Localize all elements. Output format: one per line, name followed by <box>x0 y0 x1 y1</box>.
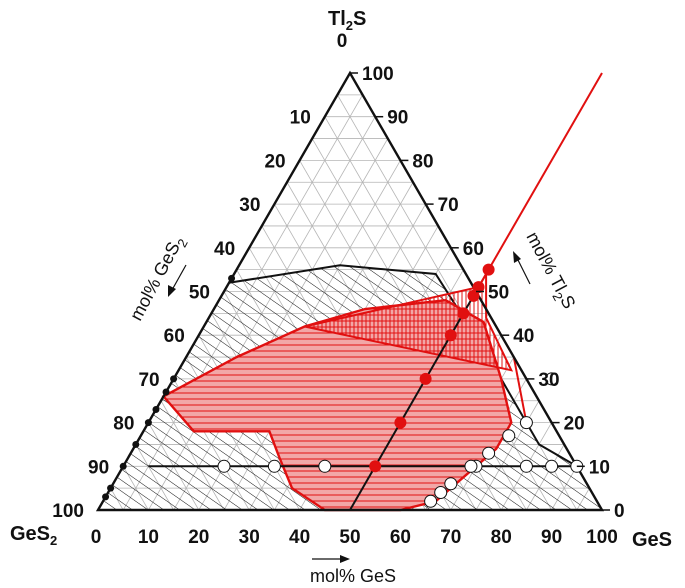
left-tick-90: 90 <box>88 457 109 478</box>
open-point-10 <box>482 446 496 460</box>
open-point-11 <box>464 459 478 473</box>
open-point-14 <box>424 494 438 508</box>
right-tick-20: 20 <box>564 414 585 435</box>
right-tick-100: 100 <box>362 64 394 85</box>
bottom-tick-50: 50 <box>339 527 360 548</box>
tie-line <box>512 356 528 423</box>
black-point-2 <box>162 388 170 396</box>
right-axis-title: mol% Tl2S <box>519 228 580 313</box>
left-tick-40: 40 <box>214 239 235 260</box>
black-point-8 <box>102 493 110 501</box>
open-point-1 <box>267 459 281 473</box>
bottom-tick-10: 10 <box>138 527 159 548</box>
red-point-5 <box>419 372 432 385</box>
open-point-8 <box>519 416 533 430</box>
open-point-4 <box>519 459 533 473</box>
black-point-0 <box>228 274 236 282</box>
open-point-2 <box>318 459 332 473</box>
red-point-4 <box>444 329 457 342</box>
open-point-13 <box>434 486 448 500</box>
data-points <box>102 263 584 508</box>
black-point-3 <box>152 405 160 413</box>
left-tick-30: 30 <box>239 195 260 216</box>
vertex-label-top: Tl2S <box>328 8 366 33</box>
left-tick-80: 80 <box>113 414 134 435</box>
left-tick-10: 10 <box>290 108 311 129</box>
open-point-5 <box>545 459 559 473</box>
red-point-0 <box>482 263 495 276</box>
vertex-label-left: GeS2 <box>10 523 57 548</box>
open-point-0 <box>217 459 231 473</box>
right-tick-90: 90 <box>387 108 408 129</box>
right-tick-50: 50 <box>488 283 509 304</box>
bottom-axis-title: mol% GeS <box>310 566 396 586</box>
right-tick-30: 30 <box>538 370 559 391</box>
bottom-tick-40: 40 <box>289 527 310 548</box>
red-point-6 <box>394 416 407 429</box>
black-point-1 <box>170 375 178 383</box>
left-tick-70: 70 <box>138 370 159 391</box>
right-tick-80: 80 <box>412 151 433 172</box>
bottom-tick-80: 80 <box>491 527 512 548</box>
left-tick-20: 20 <box>264 151 285 172</box>
bottom-tick-70: 70 <box>440 527 461 548</box>
black-point-5 <box>132 440 140 448</box>
bottom-tick-30: 30 <box>239 527 260 548</box>
open-point-9 <box>502 429 516 443</box>
left-tick-100: 100 <box>52 501 84 522</box>
left-axis-title: mol% GeS2 <box>126 232 191 326</box>
left-tick-0: 0 <box>337 31 348 52</box>
right-tick-70: 70 <box>438 195 459 216</box>
left-tick-50: 50 <box>189 283 210 304</box>
black-point-7 <box>107 484 115 492</box>
bottom-tick-0: 0 <box>91 527 102 548</box>
open-point-7 <box>545 372 559 386</box>
right-tick-0: 0 <box>614 501 625 522</box>
left-axis-arrow <box>168 264 187 297</box>
bottom-tick-100: 100 <box>586 527 618 548</box>
right-tick-40: 40 <box>513 326 534 347</box>
tick-labels: 10 20 30 40 50 60 70 80 90 1000010203040506070809… <box>52 31 624 548</box>
red-point-3 <box>457 307 470 320</box>
bottom-axis-arrow <box>312 555 350 563</box>
red-point-7 <box>369 460 382 473</box>
red-point-1 <box>472 281 485 294</box>
red-hatched-region <box>161 270 528 512</box>
right-axis-arrow <box>513 251 531 285</box>
bottom-tick-20: 20 <box>188 527 209 548</box>
left-tick-60: 60 <box>164 326 185 347</box>
black-point-4 <box>144 419 152 427</box>
section-ges-50-upper <box>470 72 603 301</box>
right-tick-10: 10 <box>589 457 610 478</box>
red-point-2 <box>467 289 480 302</box>
bottom-tick-90: 90 <box>541 527 562 548</box>
vertex-label-right: GeS <box>632 529 672 551</box>
right-tick-60: 60 <box>463 239 484 260</box>
open-point-12 <box>444 477 458 491</box>
bottom-tick-60: 60 <box>390 527 411 548</box>
black-point-6 <box>119 462 127 470</box>
